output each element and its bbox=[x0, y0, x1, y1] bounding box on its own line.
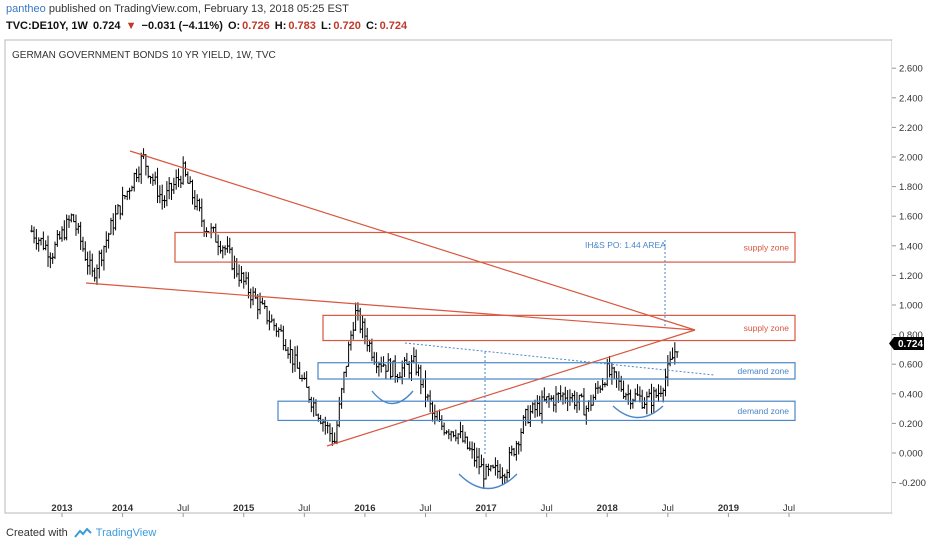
tradingview-icon bbox=[73, 528, 92, 538]
tradingview-brand: TradingView bbox=[95, 527, 157, 539]
zone-rect bbox=[174, 231, 796, 263]
y-tick-label: 2.000 bbox=[899, 153, 923, 164]
y-tick-label: 2.200 bbox=[899, 123, 923, 134]
change-value: −0.031 (−4.11%) bbox=[141, 20, 223, 32]
created-with-label: Created with bbox=[6, 527, 68, 539]
x-tick-label: 2015 bbox=[233, 503, 255, 514]
x-tick-label: Jul bbox=[783, 503, 795, 514]
open-label: O: bbox=[227, 20, 241, 32]
y-tick-label: -0.200 bbox=[899, 478, 926, 489]
y-tick-label: 1.800 bbox=[899, 182, 923, 193]
last-value: 0.724 bbox=[92, 20, 121, 32]
tradingview-logo[interactable]: TradingView bbox=[73, 527, 157, 539]
zone-label: supply zone bbox=[744, 323, 790, 333]
x-tick-label: 2017 bbox=[476, 503, 497, 514]
close-label: C: bbox=[365, 20, 378, 32]
zone-rect bbox=[277, 400, 796, 422]
ohlc-header: TVC:DE10Y, 1W 0.724 ▼ −0.031 (−4.11%) O:… bbox=[6, 20, 409, 32]
high-value: 0.783 bbox=[288, 20, 316, 32]
ihs-target-label: IH&S PO: 1.44 AREA bbox=[585, 240, 666, 250]
zone-rect bbox=[317, 362, 796, 380]
open-value: 0.726 bbox=[242, 20, 270, 32]
y-tick-label: 0.800 bbox=[899, 330, 923, 341]
x-tick-label: 2014 bbox=[112, 503, 134, 514]
low-value: 0.720 bbox=[333, 20, 361, 32]
zone-rect bbox=[322, 314, 796, 342]
x-tick-label: Jul bbox=[298, 503, 310, 514]
last-price-label: 0.724 bbox=[898, 339, 923, 350]
zone-label: demand zone bbox=[737, 406, 789, 416]
y-tick-label: 1.000 bbox=[899, 301, 923, 312]
zone-label: supply zone bbox=[744, 242, 790, 252]
y-tick-label: 0.400 bbox=[899, 389, 923, 400]
symbol-label: TVC:DE10Y, 1W bbox=[6, 20, 88, 32]
right-shoulder-arc bbox=[612, 405, 664, 419]
left-shoulder-arc bbox=[371, 390, 414, 405]
y-tick-label: 2.400 bbox=[899, 93, 923, 104]
resistance-trendline bbox=[129, 150, 696, 331]
x-tick-label: Jul bbox=[419, 503, 431, 514]
ohlc-bars bbox=[30, 148, 679, 490]
x-tick-label: 2016 bbox=[354, 503, 375, 514]
y-tick-label: 1.200 bbox=[899, 271, 923, 282]
last-price-tag: 0.724 bbox=[889, 337, 924, 350]
y-tick-label: 0.000 bbox=[899, 449, 923, 460]
plot-area bbox=[4, 39, 893, 514]
y-axis-ticks: 2.600 2.400 2.200 2.000 1.800 1.600 1.400 1.200… bbox=[892, 64, 926, 489]
y-tick-label: 1.400 bbox=[899, 241, 923, 252]
publish-text: published on TradingView.com, February 1… bbox=[48, 3, 349, 15]
head-arc bbox=[458, 473, 518, 490]
x-tick-label: Jul bbox=[541, 503, 553, 514]
x-tick-label: 2013 bbox=[51, 503, 72, 514]
price-axis bbox=[892, 40, 932, 513]
zone-label: demand zone bbox=[737, 366, 789, 376]
x-tick-label: 2019 bbox=[718, 503, 739, 514]
y-tick-label: 0.600 bbox=[899, 360, 923, 371]
high-label: H: bbox=[274, 20, 287, 32]
ohlc-bar bbox=[675, 351, 679, 358]
author-link[interactable]: pantheo bbox=[6, 3, 46, 15]
neckline-trendline bbox=[326, 329, 696, 447]
y-tick-label: 1.600 bbox=[899, 212, 923, 223]
close-value: 0.724 bbox=[379, 20, 408, 32]
x-axis-ticks: 2013 2014 Jul 2015 Jul 2016 Jul 2017 Jul 2018 Jul 2… bbox=[51, 503, 795, 517]
down-arrow-icon: ▼ bbox=[125, 20, 137, 32]
y-tick-label: 0.200 bbox=[899, 419, 923, 430]
footer: Created with TradingView bbox=[6, 527, 156, 539]
publish-info: pantheo published on TradingView.com, Fe… bbox=[6, 3, 349, 15]
low-label: L: bbox=[320, 20, 332, 32]
x-tick-label: Jul bbox=[177, 503, 189, 514]
drawings: supply zone supply zone demand zone demand … bbox=[85, 150, 796, 490]
upper-trendline bbox=[85, 282, 696, 331]
chart-title: GERMAN GOVERNMENT BONDS 10 YR YIELD, 1W,… bbox=[12, 50, 276, 61]
x-tick-label: 2018 bbox=[597, 503, 618, 514]
y-tick-label: 2.600 bbox=[899, 64, 923, 75]
x-tick-label: Jul bbox=[662, 503, 674, 514]
